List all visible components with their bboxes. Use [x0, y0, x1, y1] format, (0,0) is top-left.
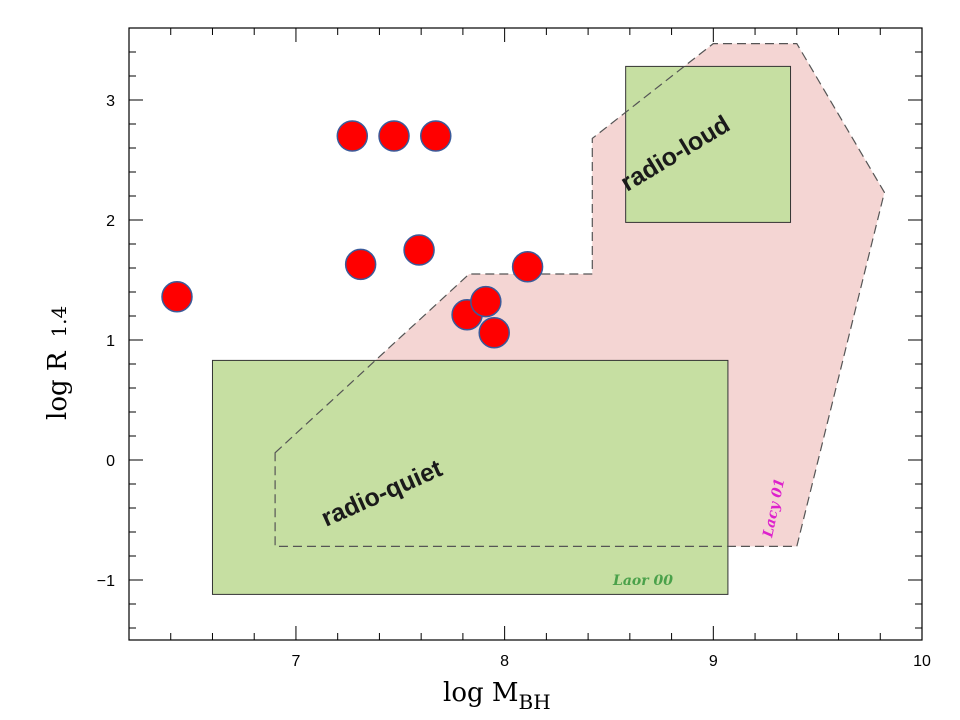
y-tick-label: 2: [106, 213, 115, 230]
x-tick-label: 8: [500, 653, 509, 670]
radio-loud-region: [625, 65, 792, 223]
regions-layer: [211, 42, 886, 595]
y-tick-label: 1: [106, 333, 115, 350]
radio-quiet-region: [211, 359, 729, 595]
data-point: [336, 120, 369, 152]
data-point: [478, 317, 510, 349]
y-axis-title-subscript: 1.4: [47, 306, 71, 338]
plot-frame: [128, 27, 923, 641]
y-axis-title: log R1.4: [43, 306, 73, 420]
x-tick-label: 10: [913, 653, 931, 670]
axis-titles: log MBH log R1.4: [43, 306, 551, 714]
x-axis-title-subscript: BH: [519, 690, 551, 714]
axis-ticks: 7 8 9 10 −1 0 1 2 3: [97, 27, 931, 670]
x-tick-label: 7: [291, 653, 300, 670]
data-point: [161, 281, 193, 313]
y-tick-label: −1: [97, 573, 115, 590]
y-tick-label: 3: [106, 93, 115, 110]
data-point: [420, 120, 452, 152]
data-point: [403, 234, 435, 266]
x-axis-title: log MBH: [443, 678, 551, 714]
scatter-points: [161, 120, 544, 349]
data-point: [511, 251, 544, 283]
data-point: [378, 120, 410, 152]
x-tick-label: 9: [709, 653, 718, 670]
data-point: [470, 285, 502, 318]
plot-border: [128, 27, 923, 641]
y-tick-label: 0: [106, 453, 115, 470]
data-point: [344, 248, 377, 281]
laor-00-label: Laor 00: [612, 573, 673, 589]
